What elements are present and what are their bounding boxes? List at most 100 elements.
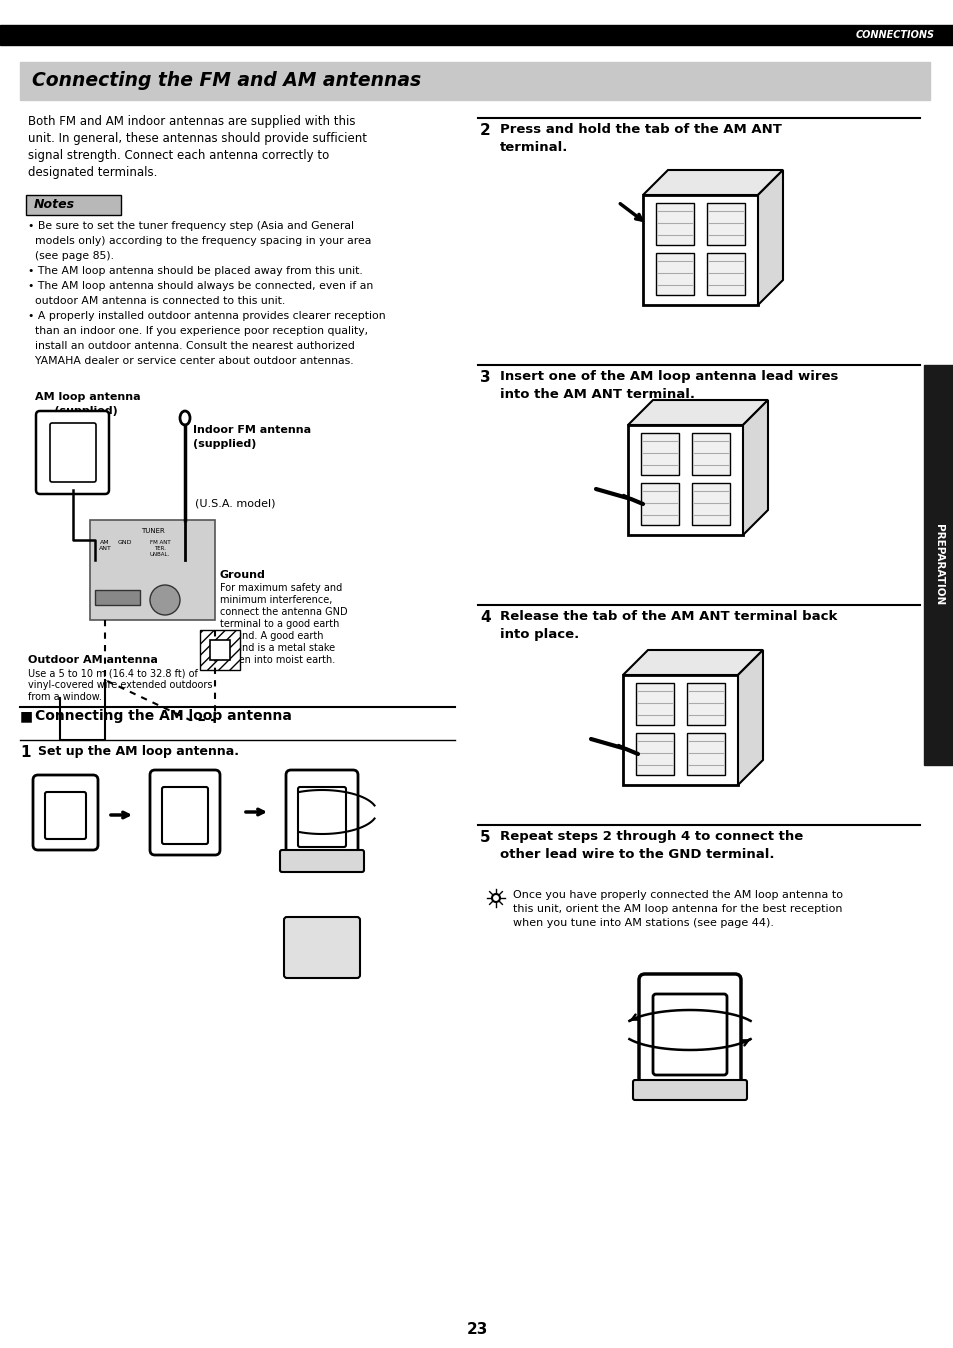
Text: Both FM and AM indoor antennas are supplied with this: Both FM and AM indoor antennas are suppl… (28, 115, 355, 128)
FancyBboxPatch shape (162, 787, 208, 844)
Text: AM
ANT: AM ANT (98, 541, 112, 551)
Text: (U.S.A. model): (U.S.A. model) (194, 497, 275, 508)
Bar (90, 520, 214, 620)
Text: 23: 23 (466, 1322, 487, 1337)
Text: terminal to a good earth: terminal to a good earth (220, 619, 339, 630)
FancyBboxPatch shape (633, 1080, 746, 1100)
Text: Release the tab of the AM ANT terminal back: Release the tab of the AM ANT terminal b… (499, 611, 837, 623)
FancyBboxPatch shape (45, 793, 86, 838)
Text: Use a 5 to 10 m (16.4 to 32.8 ft) of: Use a 5 to 10 m (16.4 to 32.8 ft) of (28, 669, 197, 678)
Polygon shape (758, 170, 782, 305)
FancyBboxPatch shape (286, 770, 357, 857)
Text: than an indoor one. If you experience poor reception quality,: than an indoor one. If you experience po… (28, 326, 368, 336)
Bar (706, 253, 744, 295)
FancyBboxPatch shape (639, 975, 740, 1086)
Bar (656, 204, 693, 245)
FancyBboxPatch shape (150, 770, 220, 855)
FancyBboxPatch shape (297, 787, 346, 847)
Text: Notes: Notes (34, 198, 75, 212)
FancyBboxPatch shape (652, 993, 726, 1074)
Text: other lead wire to the GND terminal.: other lead wire to the GND terminal. (499, 848, 774, 861)
Text: ground is a metal stake: ground is a metal stake (220, 643, 335, 652)
FancyBboxPatch shape (26, 195, 121, 214)
Text: Insert one of the AM loop antenna lead wires: Insert one of the AM loop antenna lead w… (499, 369, 838, 383)
Text: Outdoor AM antenna: Outdoor AM antenna (28, 655, 157, 665)
Text: ground. A good earth: ground. A good earth (220, 631, 323, 642)
FancyBboxPatch shape (280, 851, 364, 872)
Text: Set up the AM loop antenna.: Set up the AM loop antenna. (38, 745, 239, 758)
Bar (706, 204, 744, 245)
Text: For maximum safety and: For maximum safety and (220, 582, 342, 593)
Text: vinyl-covered wire extended outdoors: vinyl-covered wire extended outdoors (28, 679, 213, 690)
Text: outdoor AM antenna is connected to this unit.: outdoor AM antenna is connected to this … (28, 297, 285, 306)
Text: signal strength. Connect each antenna correctly to: signal strength. Connect each antenna co… (28, 150, 329, 162)
Bar (923, 365, 953, 766)
Bar (691, 433, 729, 474)
Bar (627, 425, 742, 535)
Polygon shape (738, 650, 762, 785)
Bar (200, 630, 240, 670)
FancyBboxPatch shape (33, 775, 98, 851)
Text: • The AM loop antenna should be placed away from this unit.: • The AM loop antenna should be placed a… (28, 266, 362, 276)
Polygon shape (627, 400, 767, 425)
Circle shape (150, 585, 180, 615)
Bar (20, 62, 929, 100)
Text: terminal.: terminal. (499, 142, 568, 154)
Text: Repeat steps 2 through 4 to connect the: Repeat steps 2 through 4 to connect the (499, 830, 802, 842)
Text: CONNECTIONS: CONNECTIONS (855, 30, 934, 40)
Text: driven into moist earth.: driven into moist earth. (220, 655, 335, 665)
Polygon shape (642, 170, 782, 195)
Text: GND: GND (117, 541, 132, 545)
Text: FM ANT
TER.
UNBAL.: FM ANT TER. UNBAL. (150, 541, 171, 557)
Text: minimum interference,: minimum interference, (220, 594, 332, 605)
Bar (622, 675, 738, 785)
Bar (636, 683, 673, 725)
Text: (supplied): (supplied) (193, 439, 256, 449)
FancyBboxPatch shape (36, 411, 109, 493)
Bar (636, 733, 673, 775)
Text: designated terminals.: designated terminals. (28, 166, 157, 179)
Text: install an outdoor antenna. Consult the nearest authorized: install an outdoor antenna. Consult the … (28, 341, 355, 350)
Text: (see page 85).: (see page 85). (28, 251, 113, 262)
Text: Connecting the AM loop antenna: Connecting the AM loop antenna (35, 709, 292, 723)
Text: 4: 4 (479, 611, 490, 625)
Bar (0, 26, 953, 44)
Text: models only) according to the frequency spacing in your area: models only) according to the frequency … (28, 236, 371, 245)
Text: when you tune into AM stations (see page 44).: when you tune into AM stations (see page… (513, 918, 773, 927)
FancyBboxPatch shape (50, 423, 96, 483)
Bar (656, 253, 693, 295)
Bar (686, 683, 724, 725)
Text: this unit, orient the AM loop antenna for the best reception: this unit, orient the AM loop antenna fo… (513, 905, 841, 914)
Bar (642, 195, 758, 305)
Text: ■: ■ (20, 709, 33, 723)
Text: unit. In general, these antennas should provide sufficient: unit. In general, these antennas should … (28, 132, 367, 146)
Text: • The AM loop antenna should always be connected, even if an: • The AM loop antenna should always be c… (28, 280, 373, 291)
Text: AM loop antenna: AM loop antenna (35, 392, 140, 402)
Text: • Be sure to set the tuner frequency step (Asia and General: • Be sure to set the tuner frequency ste… (28, 221, 354, 231)
Polygon shape (742, 400, 767, 535)
Bar (686, 733, 724, 775)
Bar (640, 483, 679, 524)
Text: Indoor FM antenna: Indoor FM antenna (193, 425, 311, 435)
Text: from a window.: from a window. (28, 692, 102, 702)
Bar (210, 640, 230, 661)
Text: 1: 1 (20, 745, 30, 760)
Text: • A properly installed outdoor antenna provides clearer reception: • A properly installed outdoor antenna p… (28, 311, 385, 321)
Text: Once you have properly connected the AM loop antenna to: Once you have properly connected the AM … (513, 890, 842, 900)
Bar (691, 483, 729, 524)
Text: PREPARATION: PREPARATION (933, 524, 943, 605)
Bar (95, 590, 140, 605)
FancyBboxPatch shape (284, 917, 359, 979)
Text: 3: 3 (479, 369, 490, 386)
Text: YAMAHA dealer or service center about outdoor antennas.: YAMAHA dealer or service center about ou… (28, 356, 354, 367)
Text: into place.: into place. (499, 628, 578, 642)
Bar (640, 433, 679, 474)
Text: 2: 2 (479, 123, 490, 137)
Text: (supplied): (supplied) (35, 406, 117, 417)
Text: Ground: Ground (220, 570, 266, 580)
Text: 5: 5 (479, 830, 490, 845)
Text: into the AM ANT terminal.: into the AM ANT terminal. (499, 388, 695, 400)
Polygon shape (622, 650, 762, 675)
Text: Connecting the FM and AM antennas: Connecting the FM and AM antennas (32, 70, 420, 89)
Text: TUNER: TUNER (140, 528, 164, 534)
